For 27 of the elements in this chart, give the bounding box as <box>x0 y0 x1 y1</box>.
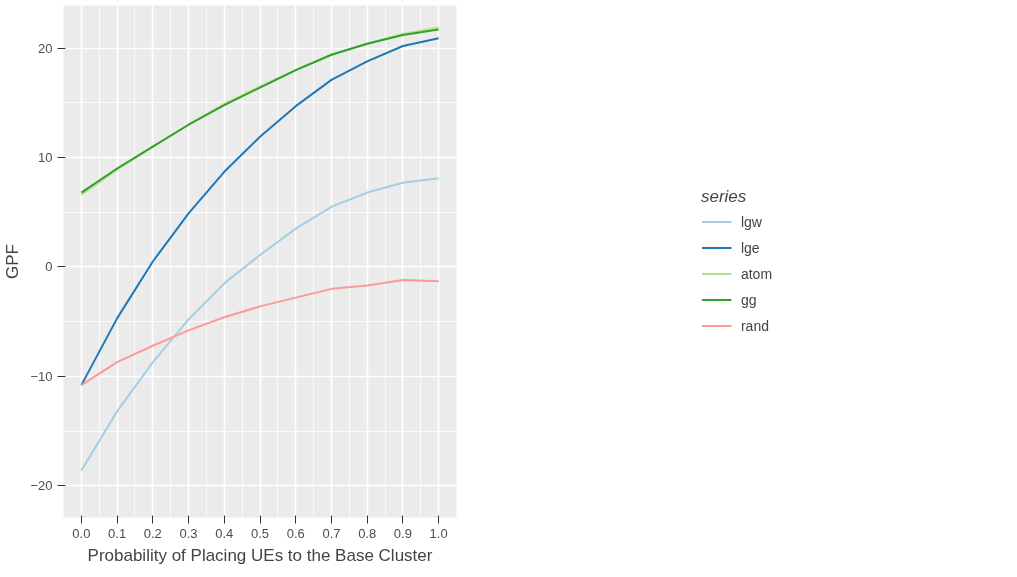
legend-label: rand <box>740 317 769 334</box>
x-axis-title: Probability of Placing UEs to the Base Cluster <box>87 545 433 565</box>
x-tick-label: 0.2 <box>143 525 162 541</box>
y-tick-label: 10 <box>38 150 53 166</box>
y-tick-label: −10 <box>30 368 53 384</box>
line-series <box>80 177 440 472</box>
legend-title: series <box>700 186 748 207</box>
x-tick-label: 0.5 <box>250 525 270 541</box>
legend-label: atom <box>740 265 773 282</box>
x-tick-label: 0.4 <box>215 525 234 541</box>
line-series <box>80 37 440 387</box>
legend-label: lge <box>740 239 761 256</box>
legend-label: gg <box>740 291 758 308</box>
y-tick-label: −20 <box>30 478 53 494</box>
y-axis-title: GPF <box>3 244 23 279</box>
legend-label: lgw <box>740 213 762 230</box>
y-tick-label: 20 <box>38 40 53 56</box>
x-tick-label: 0.6 <box>286 525 305 541</box>
x-tick-label: 1.0 <box>429 525 448 541</box>
x-tick-label: 0.0 <box>72 525 91 541</box>
x-tick-label: 0.7 <box>322 525 341 541</box>
x-tick-label: 0.3 <box>179 525 198 541</box>
y-tick-label: 0 <box>45 259 53 275</box>
line-series <box>80 279 440 387</box>
x-tick-label: 0.9 <box>393 525 412 541</box>
x-tick-label: 0.1 <box>108 525 127 541</box>
x-tick-label: 0.8 <box>358 525 377 541</box>
